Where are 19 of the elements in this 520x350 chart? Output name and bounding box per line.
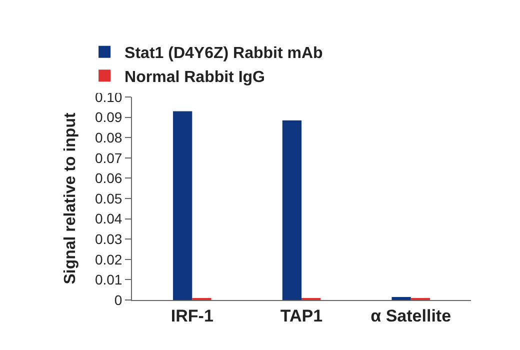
y-tick-label: 0.02 (94, 251, 122, 268)
bar (282, 120, 302, 300)
x-tick-label: α Satellite (370, 306, 452, 326)
y-tick-label: 0.04 (94, 210, 122, 227)
legend-label: Normal Rabbit IgG (124, 68, 265, 86)
bar (392, 296, 411, 300)
y-tick-label: 0.06 (94, 170, 122, 186)
y-tick-label: 0.09 (94, 109, 122, 126)
y-tick-label: 0.05 (94, 190, 122, 206)
legend-label: Stat1 (D4Y6Z) Rabbit mAb (124, 45, 324, 62)
y-axis-title: Signal relative to input (62, 112, 79, 284)
y-tick-label: 0.07 (94, 150, 122, 166)
y-tick-label: 0.01 (94, 272, 122, 288)
x-tick-label: IRF-1 (170, 306, 214, 326)
y-tick-label: 0.08 (94, 130, 122, 146)
bar (173, 111, 192, 300)
y-tick-label: 0.03 (94, 231, 122, 247)
y-tick-label: 0 (114, 292, 122, 308)
x-tick-label: TAP1 (280, 306, 323, 326)
